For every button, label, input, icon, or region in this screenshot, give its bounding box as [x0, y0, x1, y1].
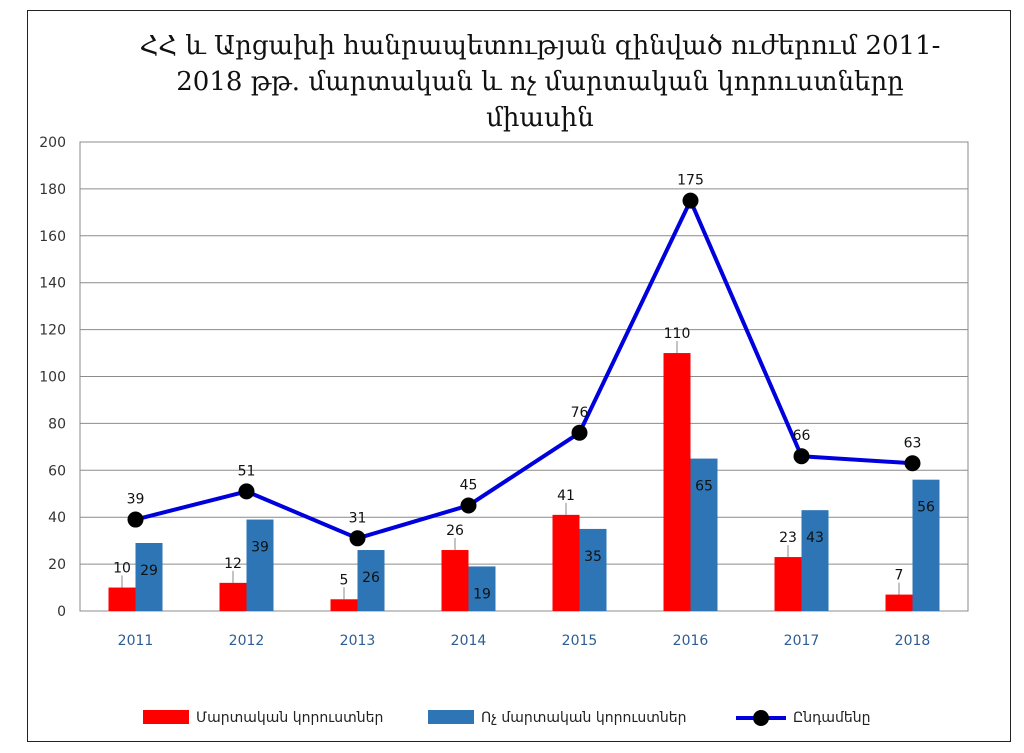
label-noncombat: 35 — [584, 549, 602, 565]
label-noncombat: 29 — [140, 563, 158, 579]
bar-combat — [108, 587, 136, 611]
x-tick-label: 2017 — [784, 633, 820, 649]
x-axis: 2011 2012 2013 2014 2015 2016 2017 2018 — [118, 633, 931, 649]
bars — [108, 353, 940, 611]
bar-combat — [885, 594, 913, 611]
y-tick-label: 160 — [39, 229, 66, 245]
total-marker — [460, 497, 477, 514]
bar-combat — [330, 599, 358, 611]
label-total: 66 — [793, 428, 811, 444]
y-tick-label: 80 — [48, 416, 66, 432]
label-combat: 26 — [446, 523, 464, 539]
total-marker — [349, 530, 366, 547]
bar-noncombat — [579, 528, 607, 611]
bar-combat — [774, 557, 802, 611]
x-tick-label: 2015 — [562, 633, 598, 649]
total-marker — [904, 455, 921, 472]
y-axis: 0 20 40 60 80 100 120 140 160 180 200 — [39, 135, 66, 620]
gridlines — [79, 141, 969, 612]
legend-label-combat: Մարտական կորուստներ — [196, 710, 383, 726]
label-noncombat: 19 — [473, 586, 491, 602]
x-tick-label: 2018 — [895, 633, 931, 649]
legend-swatch-noncombat — [428, 710, 474, 724]
y-tick-label: 20 — [48, 557, 66, 573]
y-tick-label: 120 — [39, 323, 66, 339]
label-noncombat: 43 — [806, 530, 824, 546]
total-marker — [127, 511, 144, 528]
total-marker — [793, 448, 810, 465]
total-line — [127, 192, 921, 547]
x-tick-label: 2013 — [340, 633, 376, 649]
label-total: 175 — [677, 173, 704, 189]
label-combat: 12 — [224, 556, 242, 572]
x-tick-label: 2016 — [673, 633, 709, 649]
data-labels: 10 29 12 39 5 26 26 19 41 35 110 65 23 43 7 56 39 51 31 45 7… — [113, 173, 935, 603]
bar-combat — [552, 514, 580, 611]
chart-title-line-3: միասին — [486, 103, 594, 133]
label-combat: 7 — [895, 568, 904, 584]
bar-combat — [219, 582, 247, 611]
bar-noncombat — [690, 458, 718, 611]
y-tick-label: 60 — [48, 463, 66, 479]
label-combat: 23 — [779, 530, 797, 546]
x-tick-label: 2014 — [451, 633, 487, 649]
label-combat: 10 — [113, 561, 131, 577]
x-tick-label: 2012 — [229, 633, 265, 649]
total-marker — [238, 483, 255, 500]
total-line-path — [135, 198, 913, 541]
y-tick-label: 140 — [39, 276, 66, 292]
chart-title-line-2: 2018 թթ. մարտական և ոչ մարտական կորուստն… — [176, 67, 904, 97]
y-tick-label: 40 — [48, 510, 66, 526]
y-tick-label: 200 — [39, 135, 66, 151]
bar-combat — [441, 550, 469, 611]
label-total: 45 — [460, 477, 478, 493]
label-total: 63 — [904, 435, 922, 451]
label-noncombat: 26 — [362, 570, 380, 586]
label-combat: 41 — [557, 488, 575, 504]
legend-label-noncombat: Ոչ մարտական կորուստներ — [481, 710, 687, 726]
legend-swatch-combat — [143, 710, 189, 724]
label-combat: 5 — [340, 572, 349, 588]
label-noncombat: 56 — [917, 500, 935, 516]
y-tick-label: 180 — [39, 182, 66, 198]
x-tick-label: 2011 — [118, 633, 154, 649]
bar-noncombat — [801, 510, 829, 611]
legend: Մարտական կորուստներ Ոչ մարտական կորուստնե… — [143, 710, 871, 726]
bar-noncombat — [912, 479, 940, 611]
label-total: 31 — [349, 510, 367, 526]
y-tick-label: 0 — [57, 604, 66, 620]
y-tick-label: 100 — [39, 370, 66, 386]
label-noncombat: 39 — [251, 540, 269, 556]
bar-noncombat — [357, 550, 385, 611]
label-total: 39 — [127, 492, 145, 508]
chart-title: ՀՀ և Արցախի հանրապետության զինված ուժերո… — [60, 28, 1020, 136]
total-marker — [571, 424, 588, 441]
bar-combat — [663, 353, 691, 611]
label-total: 51 — [238, 463, 256, 479]
legend-label-total: Ընդամենը — [793, 710, 871, 726]
bar-noncombat — [468, 566, 496, 611]
label-noncombat: 65 — [695, 479, 713, 495]
bar-noncombat — [135, 542, 163, 611]
chart-title-line-1: ՀՀ և Արցախի հանրապետության զինված ուժերո… — [139, 31, 941, 61]
legend-marker-total — [753, 710, 769, 726]
label-total: 76 — [571, 405, 589, 421]
bar-noncombat — [246, 519, 274, 611]
total-marker — [682, 192, 699, 209]
label-combat: 110 — [664, 326, 691, 342]
